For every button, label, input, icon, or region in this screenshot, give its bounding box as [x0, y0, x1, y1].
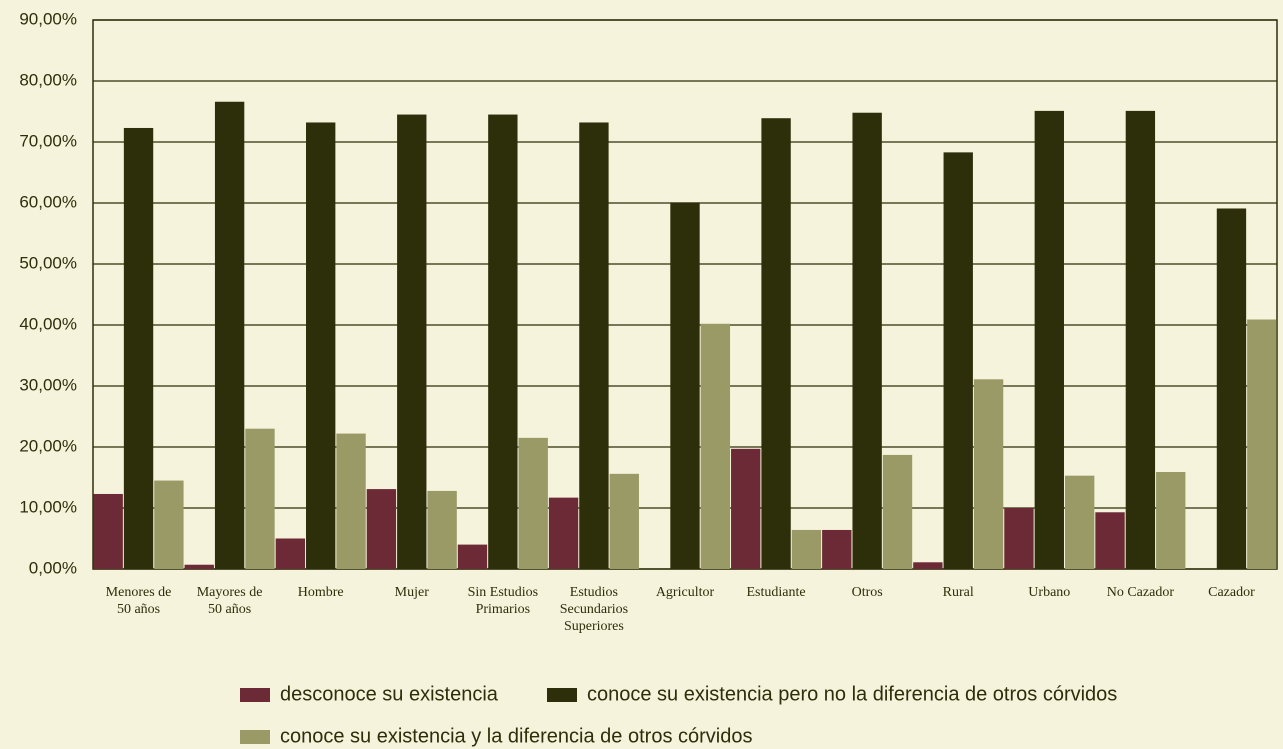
bar — [488, 115, 517, 569]
y-tick-label: 50,00% — [19, 253, 77, 272]
bar — [1156, 472, 1185, 569]
bar — [549, 498, 578, 569]
bar — [822, 530, 851, 569]
chart: 0,00% 10,00% 20,00% 30,00% 40,00% 50,00% 60,00… — [0, 0, 1283, 749]
bar — [852, 113, 881, 569]
x-tick-label: Menores de 50 años — [101, 584, 176, 618]
bar — [245, 429, 274, 569]
bar — [367, 489, 396, 569]
x-tick-label: Agricultor — [647, 584, 722, 601]
bar — [1217, 208, 1246, 569]
legend-label: desconoce su existencia — [280, 683, 499, 705]
bar — [1126, 111, 1155, 569]
y-tick-label: 60,00% — [19, 192, 77, 211]
bar — [276, 539, 305, 570]
legend-swatch — [240, 688, 270, 702]
x-tick-label: Cazador — [1194, 584, 1269, 601]
bar — [1035, 111, 1064, 569]
x-tick-label: Estudiante — [739, 584, 814, 601]
x-tick-label: Rural — [921, 584, 996, 601]
bar — [883, 455, 912, 569]
y-tick-label: 40,00% — [19, 314, 77, 333]
bar — [944, 152, 973, 569]
bar — [792, 530, 821, 569]
bar — [761, 118, 790, 569]
y-tick-label: 70,00% — [19, 131, 77, 150]
bar — [701, 324, 730, 569]
bar — [154, 481, 183, 569]
y-tick-label: 80,00% — [19, 70, 77, 89]
y-tick-label: 10,00% — [19, 497, 77, 516]
bar — [458, 545, 487, 569]
bar — [731, 449, 760, 569]
y-tick-label: 0,00% — [29, 558, 77, 577]
x-tick-label: No Cazador — [1103, 584, 1178, 601]
bar — [1004, 508, 1033, 569]
bar — [94, 494, 123, 569]
bar — [185, 565, 214, 569]
bar — [1247, 320, 1276, 569]
x-tick-label: Mayores de 50 años — [192, 584, 267, 618]
bar — [579, 122, 608, 569]
legend-swatch — [547, 688, 577, 702]
bar — [913, 562, 942, 569]
bar — [974, 379, 1003, 569]
bar — [124, 128, 153, 569]
y-tick-label: 30,00% — [19, 375, 77, 394]
x-tick-label: Estudios Secundarios Superiores — [556, 584, 631, 635]
y-tick-label: 90,00% — [19, 9, 77, 28]
bar — [1095, 512, 1124, 569]
bar — [1065, 476, 1094, 569]
bar — [519, 438, 548, 569]
x-tick-label: Mujer — [374, 584, 449, 601]
legend-label: conoce su existencia y la diferencia de … — [280, 725, 752, 747]
legend-swatch — [240, 730, 270, 744]
x-tick-label: Hombre — [283, 584, 358, 601]
bar — [336, 434, 365, 569]
bar — [397, 115, 426, 569]
bar — [427, 491, 456, 569]
legend-label: conoce su existencia pero no la diferenc… — [587, 683, 1117, 705]
bar — [215, 102, 244, 569]
y-tick-label: 20,00% — [19, 436, 77, 455]
x-tick-label: Otros — [830, 584, 905, 601]
bar — [306, 122, 335, 569]
x-tick-label: Urbano — [1012, 584, 1087, 601]
x-tick-label: Sin Estudios Primarios — [465, 584, 540, 618]
bar — [670, 202, 699, 569]
bar — [610, 474, 639, 569]
page: 0,00% 10,00% 20,00% 30,00% 40,00% 50,00% 60,00… — [0, 0, 1283, 749]
